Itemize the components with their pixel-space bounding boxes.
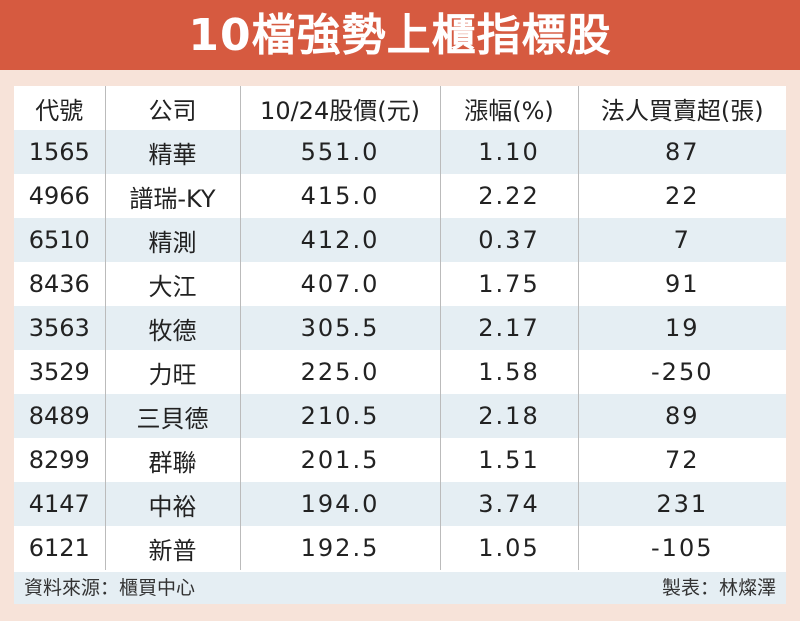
table-cell: 3563 bbox=[14, 306, 105, 350]
table-cell: 2.22 bbox=[439, 174, 578, 218]
table-cell: 4147 bbox=[14, 482, 105, 526]
table-cell: 415.0 bbox=[239, 174, 440, 218]
table-cell: 19 bbox=[577, 306, 786, 350]
table-cell: 6121 bbox=[28, 534, 90, 562]
table-cell: 大江 bbox=[104, 262, 240, 306]
table-cell: 22 bbox=[577, 174, 786, 218]
table-cell: 中裕 bbox=[104, 482, 240, 526]
table-cell: 305.5 bbox=[239, 306, 440, 350]
table-cell: 6510 bbox=[14, 218, 105, 262]
table-cell: -250 bbox=[577, 350, 786, 394]
column-header: 代號 bbox=[35, 96, 84, 125]
table-cell: 譜瑞-KY bbox=[104, 174, 240, 218]
table-footer: 資料來源：櫃買中心 製表：林燦澤 bbox=[14, 572, 786, 604]
column-header: 10/24股價(元) bbox=[239, 86, 440, 130]
table-row: 6510 精測 412.0 0.37 7 bbox=[14, 218, 786, 262]
source-note: 資料來源：櫃買中心 bbox=[24, 577, 196, 599]
table-cell: 412.0 bbox=[239, 218, 440, 262]
table-row: 4147 中裕 194.0 3.74 231 bbox=[14, 482, 786, 526]
table-cell: 225.0 bbox=[239, 350, 440, 394]
table-cell: 407.0 bbox=[239, 262, 440, 306]
table-row: 3529 力旺 225.0 1.58 -250 bbox=[14, 350, 786, 394]
stock-table: 代號 公司 10/24股價(元) 漲幅(%) 法人買賣超(張) 1565 精華 551.0 1… bbox=[14, 86, 786, 570]
column-header: 法人買賣超(張) bbox=[577, 86, 786, 130]
table-cell: 1565 bbox=[14, 130, 105, 174]
table-cell: 力旺 bbox=[104, 350, 240, 394]
table-cell: 1.10 bbox=[439, 130, 578, 174]
table-cell: 72 bbox=[577, 438, 786, 482]
table-cell: 210.5 bbox=[239, 394, 440, 438]
table-row: 4966 譜瑞-KY 415.0 2.22 22 bbox=[14, 174, 786, 218]
table-row: 1565 精華 551.0 1.10 87 bbox=[14, 130, 786, 174]
table-cell: 2.18 bbox=[439, 394, 578, 438]
table-cell: 551.0 bbox=[239, 130, 440, 174]
table-cell: 牧德 bbox=[104, 306, 240, 350]
table-cell: 3.74 bbox=[439, 482, 578, 526]
table-row: 8436 大江 407.0 1.75 91 bbox=[14, 262, 786, 306]
table-cell: 87 bbox=[577, 130, 786, 174]
table-row: 8489 三貝德 210.5 2.18 89 bbox=[14, 394, 786, 438]
table-cell: -105 bbox=[577, 526, 786, 570]
table-cell: 231 bbox=[577, 482, 786, 526]
table-cell: 新普 bbox=[104, 526, 240, 570]
stock-table-card: 代號 公司 10/24股價(元) 漲幅(%) 法人買賣超(張) 1565 精華 551.0 1… bbox=[14, 86, 786, 604]
table-cell: 201.5 bbox=[239, 438, 440, 482]
table-cell: 精測 bbox=[104, 218, 240, 262]
table-cell: 1.05 bbox=[439, 526, 578, 570]
table-cell: 2.17 bbox=[439, 306, 578, 350]
table-cell: 精華 bbox=[104, 130, 240, 174]
table-cell: 4966 bbox=[28, 182, 90, 210]
table-cell: 1.75 bbox=[439, 262, 578, 306]
table-cell: 91 bbox=[577, 262, 786, 306]
table-cell: 8299 bbox=[28, 446, 90, 474]
table-cell: 0.37 bbox=[439, 218, 578, 262]
table-row: 8299 群聯 201.5 1.51 72 bbox=[14, 438, 786, 482]
table-cell: 8436 bbox=[28, 270, 90, 298]
chart-title: 10檔強勢上櫃指標股 bbox=[0, 0, 800, 70]
table-row: 6121 新普 192.5 1.05 -105 bbox=[14, 526, 786, 570]
column-header: 漲幅(%) bbox=[439, 86, 578, 130]
maker-note: 製表：林燦澤 bbox=[661, 577, 776, 599]
table-cell: 89 bbox=[577, 394, 786, 438]
table-cell: 192.5 bbox=[239, 526, 440, 570]
table-header-row: 代號 公司 10/24股價(元) 漲幅(%) 法人買賣超(張) bbox=[14, 86, 786, 130]
table-cell: 8489 bbox=[14, 394, 105, 438]
table-cell: 1.51 bbox=[439, 438, 578, 482]
table-row: 3563 牧德 305.5 2.17 19 bbox=[14, 306, 786, 350]
table-cell: 7 bbox=[577, 218, 786, 262]
table-cell: 3529 bbox=[28, 358, 90, 386]
column-header: 公司 bbox=[104, 86, 240, 130]
table-cell: 群聯 bbox=[104, 438, 240, 482]
table-cell: 194.0 bbox=[239, 482, 440, 526]
table-cell: 三貝德 bbox=[104, 394, 240, 438]
table-cell: 1.58 bbox=[439, 350, 578, 394]
